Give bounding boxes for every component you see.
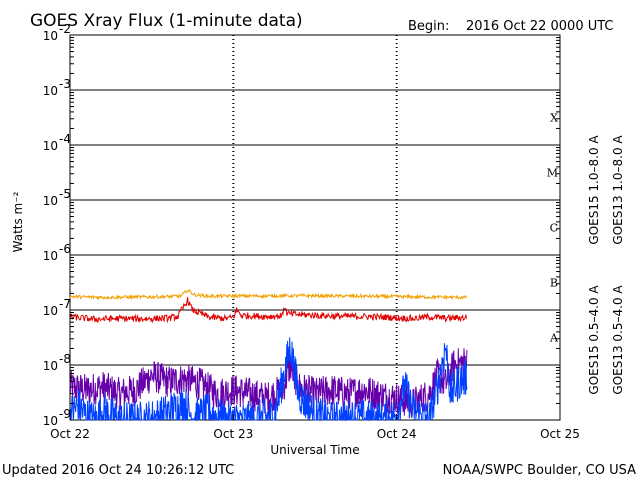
flare-class-label: C xyxy=(550,222,558,235)
legend-entry: GOES15 0.5–4.0 A xyxy=(587,285,601,395)
y-tick-label: 10 -9 xyxy=(43,407,71,428)
svg-text:-8: -8 xyxy=(59,352,71,366)
chart-title: GOES Xray Flux (1-minute data) xyxy=(30,11,303,31)
y-tick-label: 10 -8 xyxy=(43,352,71,373)
flare-class-label: B xyxy=(550,277,558,290)
x-tick-label: Oct 24 xyxy=(377,427,417,441)
flare-class-label: M xyxy=(547,167,558,180)
x-axis-label: Universal Time xyxy=(270,443,359,457)
begin-label: Begin: xyxy=(408,19,449,34)
day-separators xyxy=(232,35,398,420)
updated-timestamp: Updated 2016 Oct 24 10:26:12 UTC xyxy=(2,463,234,478)
flare-class-labels: X M C B A xyxy=(547,112,559,345)
svg-text:10: 10 xyxy=(43,194,58,208)
legend-entry: GOES15 1.0–8.0 A xyxy=(587,135,601,245)
svg-text:10: 10 xyxy=(43,139,58,153)
legend-entry: GOES13 0.5–4.0 A xyxy=(611,285,625,395)
x-tick-label: Oct 25 xyxy=(540,427,580,441)
svg-text:10: 10 xyxy=(43,359,58,373)
y-tick-label: 10 -4 xyxy=(43,132,71,153)
legend: GOES15 1.0–8.0 A GOES13 1.0–8.0 A GOES15 0… xyxy=(587,135,625,395)
series-line xyxy=(69,348,468,419)
y-tick-label: 10 -5 xyxy=(43,187,71,208)
svg-text:-9: -9 xyxy=(59,407,71,421)
x-axis-ticks: Oct 22 Oct 23 Oct 24 Oct 25 xyxy=(50,414,580,441)
x-tick-label: Oct 22 xyxy=(50,427,90,441)
y-tick-label: 10 -3 xyxy=(43,77,71,98)
svg-text:-4: -4 xyxy=(59,132,71,146)
y-axis-label: Watts m⁻² xyxy=(11,191,25,252)
svg-text:-2: -2 xyxy=(59,22,71,36)
svg-text:-6: -6 xyxy=(59,242,71,256)
credit-text: NOAA/SWPC Boulder, CO USA xyxy=(443,463,636,478)
y-tick-label: 10 -6 xyxy=(43,242,71,263)
y-tick-label: 10 -2 xyxy=(43,22,71,43)
gridlines xyxy=(70,89,560,366)
svg-text:-7: -7 xyxy=(59,297,71,311)
y-axis-ticks: 10-210-310-410-510-610-710-810-9 xyxy=(43,22,560,428)
data-series xyxy=(69,288,468,422)
series-line xyxy=(69,337,468,422)
flare-class-label: X xyxy=(550,112,558,125)
begin-value: 2016 Oct 22 0000 UTC xyxy=(466,19,614,34)
svg-text:10: 10 xyxy=(43,84,58,98)
legend-entry: GOES13 1.0–8.0 A xyxy=(611,135,625,245)
svg-text:-3: -3 xyxy=(59,77,71,91)
series-line xyxy=(69,297,468,324)
flare-class-label: A xyxy=(549,332,559,345)
svg-text:10: 10 xyxy=(43,304,58,318)
x-tick-label: Oct 23 xyxy=(213,427,253,441)
svg-text:10: 10 xyxy=(43,414,58,428)
svg-text:10: 10 xyxy=(43,249,58,263)
svg-text:10: 10 xyxy=(43,29,58,43)
series-line xyxy=(69,288,468,301)
svg-text:-5: -5 xyxy=(59,187,71,201)
y-tick-label: 10 -7 xyxy=(43,297,71,318)
plot-area xyxy=(69,34,561,421)
